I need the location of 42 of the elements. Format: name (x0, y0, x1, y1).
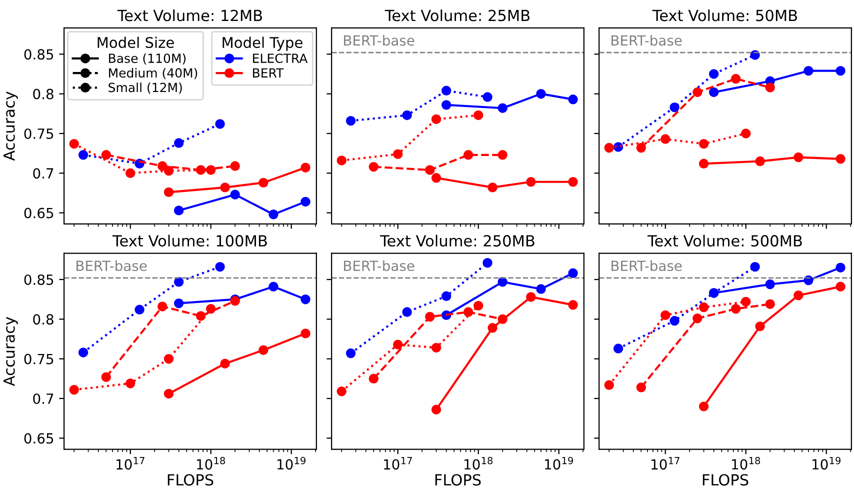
y-tick-label: 0.65 (24, 433, 54, 444)
ref-line-label: BERT-base (76, 260, 147, 272)
chart-title: Text Volume: 25MB (384, 9, 530, 22)
ref-line-label: BERT-base (344, 34, 414, 46)
x-tick-label: 10$^{19}$ (812, 456, 840, 470)
y-tick-label: 0.85 (24, 49, 54, 60)
y-tick-label: 0.65 (24, 208, 54, 218)
y-tick-label: 0.75 (24, 354, 54, 364)
y-tick-label: 0.8 (33, 314, 54, 325)
y-tick-label: 0.7 (33, 168, 54, 179)
x-axis-title: FLOPS (702, 474, 748, 486)
text: Model Type (222, 36, 302, 51)
ref-line-label: BERT-base (344, 260, 414, 272)
legend-label: Medium (40M) (109, 68, 198, 80)
chart-title: Text Volume: 250MB (380, 234, 534, 247)
x-tick-label: 10$^{18}$ (197, 456, 226, 470)
y-tick-label: 0.75 (24, 128, 54, 139)
chart-title: Text Volume: 50MB (652, 9, 798, 22)
ref-line-label: BERT-base (612, 34, 682, 46)
x-tick-label: 10$^{19}$ (278, 456, 306, 470)
x-tick-label: 10$^{18}$ (732, 456, 760, 470)
x-tick-label: 10$^{17}$ (652, 457, 680, 470)
x-tick-label: 10$^{17}$ (384, 457, 412, 470)
y-tick-label: 0.7 (33, 393, 54, 404)
x-tick-label: 10$^{17}$ (116, 457, 144, 470)
y-axis-title: Accuracy (4, 316, 18, 386)
ref-line-label: BERT-base (612, 260, 682, 272)
chart-title: Text Volume: 12MB (117, 9, 262, 22)
text: Model Size (98, 36, 174, 48)
x-axis-title: FLOPS (168, 474, 214, 486)
x-tick-label: 10$^{19}$ (545, 456, 573, 470)
chart-title: Text Volume: 100MB (112, 234, 267, 247)
legend-label: Small (12M) (108, 82, 182, 94)
legend-label: BERT (253, 68, 284, 78)
legend-label: ELECTRA (253, 54, 308, 64)
chart-title: Text Volume: 500MB (648, 234, 802, 247)
legend-label: Base (110M) (109, 53, 186, 64)
y-axis-title: Accuracy (4, 92, 18, 161)
y-tick-label: 0.8 (33, 88, 54, 100)
x-tick-label: 10$^{18}$ (464, 456, 493, 470)
y-tick-label: 0.85 (24, 274, 54, 285)
x-axis-title: FLOPS (435, 474, 481, 486)
